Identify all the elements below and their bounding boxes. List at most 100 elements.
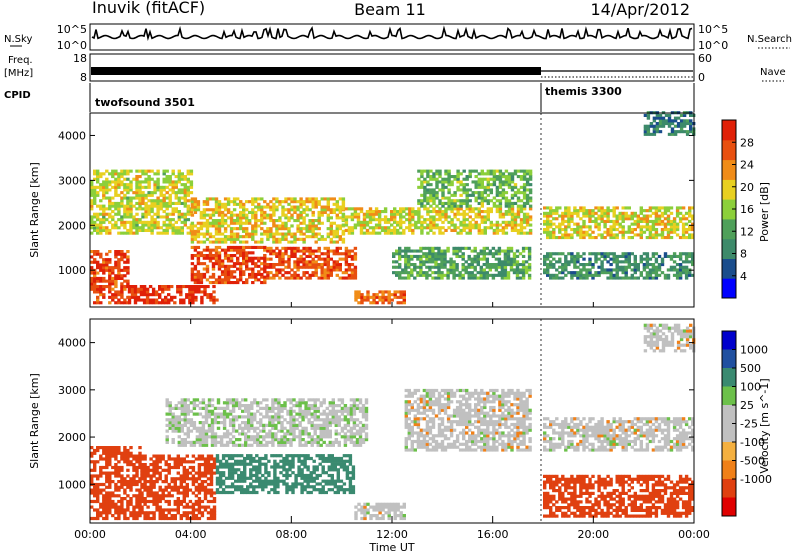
- power-cell: [168, 226, 172, 230]
- power-cell: [248, 251, 252, 255]
- power-cell: [374, 207, 379, 211]
- power-cell: [564, 206, 568, 210]
- power-cell: [257, 224, 261, 228]
- velocity-cell: [158, 497, 162, 501]
- velocity-cell: [99, 465, 103, 470]
- power-cell: [117, 293, 121, 297]
- velocity-cell: [149, 494, 153, 498]
- power-cell: [480, 220, 484, 224]
- power-cell: [341, 197, 346, 201]
- power-cell: [232, 281, 237, 285]
- power-cell: [141, 185, 145, 189]
- power-cell: [390, 223, 394, 227]
- power-cell: [196, 200, 201, 204]
- power-cell: [669, 219, 674, 223]
- power-cell: [335, 260, 339, 264]
- power-cell: [528, 215, 533, 219]
- power-cell: [130, 295, 135, 299]
- power-cell: [220, 262, 225, 266]
- power-cell: [459, 204, 463, 208]
- velocity-cell: [158, 505, 162, 509]
- power-cell: [269, 219, 273, 223]
- power-cell: [459, 193, 463, 197]
- power-cell: [162, 172, 166, 176]
- power-cell: [174, 196, 178, 200]
- power-cell: [129, 210, 133, 214]
- power-cell: [564, 254, 568, 258]
- velocity-cell: [185, 516, 189, 521]
- power-cell: [193, 281, 198, 285]
- power-cell: [287, 271, 291, 275]
- power-cell: [226, 210, 231, 214]
- velocity-cell: [209, 508, 214, 512]
- power-cell: [444, 196, 448, 200]
- power-cell: [447, 180, 451, 184]
- velocity-cell: [114, 494, 118, 498]
- velocity-cell: [246, 456, 250, 461]
- power-cell: [133, 290, 138, 294]
- velocity-cell: [138, 505, 142, 509]
- power-cell: [473, 265, 477, 269]
- power-cell: [111, 271, 115, 275]
- power-cell: [211, 208, 216, 212]
- velocity-cell: [384, 511, 388, 515]
- power-cell: [170, 298, 174, 302]
- power-cell: [408, 218, 412, 222]
- velocity-cell: [117, 508, 121, 512]
- power-cell: [488, 252, 492, 256]
- velocity-cell: [333, 490, 337, 495]
- power-cell: [194, 285, 198, 289]
- power-cell: [453, 201, 457, 205]
- velocity-cell: [342, 459, 347, 463]
- power-cell: [251, 224, 255, 228]
- power-cell: [573, 222, 577, 226]
- power-cell: [147, 175, 151, 179]
- power-cell: [179, 301, 183, 305]
- velocity-cell: [105, 460, 109, 464]
- power-cell: [453, 193, 457, 197]
- power-cell: [510, 196, 515, 200]
- power-cell: [546, 263, 550, 267]
- velocity-cell: [188, 477, 193, 481]
- power-cell: [615, 271, 619, 275]
- power-cell: [561, 236, 565, 240]
- power-cell: [669, 206, 674, 210]
- power-cell: [426, 218, 430, 222]
- velocity-cell: [164, 488, 168, 492]
- power-cell: [360, 298, 364, 302]
- velocity-cell: [381, 505, 385, 509]
- power-cell: [272, 273, 276, 277]
- power-cell: [229, 213, 234, 217]
- power-cell: [269, 246, 273, 250]
- power-cell: [365, 223, 370, 227]
- power-cell: [582, 206, 586, 210]
- power-cell: [468, 188, 472, 192]
- power-cell: [320, 252, 324, 256]
- power-cell: [482, 268, 486, 272]
- power-cell: [458, 249, 462, 253]
- power-cell: [311, 213, 315, 217]
- velocity-cell: [105, 505, 109, 509]
- power-cell: [684, 236, 689, 240]
- power-cell: [193, 229, 198, 233]
- power-cell: [302, 271, 306, 275]
- power-cell: [171, 188, 175, 192]
- power-cell: [147, 207, 151, 211]
- velocity-cell: [90, 505, 94, 509]
- power-cell: [260, 237, 264, 241]
- velocity-cell: [227, 471, 232, 475]
- power-cell: [510, 172, 515, 176]
- velocity-cell: [243, 465, 247, 469]
- power-cell: [420, 180, 424, 184]
- power-cell: [549, 206, 553, 210]
- power-cell: [326, 265, 330, 269]
- power-cell: [528, 204, 533, 208]
- power-cell: [90, 255, 94, 259]
- power-cell: [573, 263, 577, 267]
- power-cell: [182, 298, 186, 302]
- power-cell: [422, 271, 426, 275]
- power-cell: [232, 197, 237, 201]
- power-cell: [588, 225, 592, 229]
- power-cell: [612, 211, 616, 215]
- power-cell: [144, 212, 148, 216]
